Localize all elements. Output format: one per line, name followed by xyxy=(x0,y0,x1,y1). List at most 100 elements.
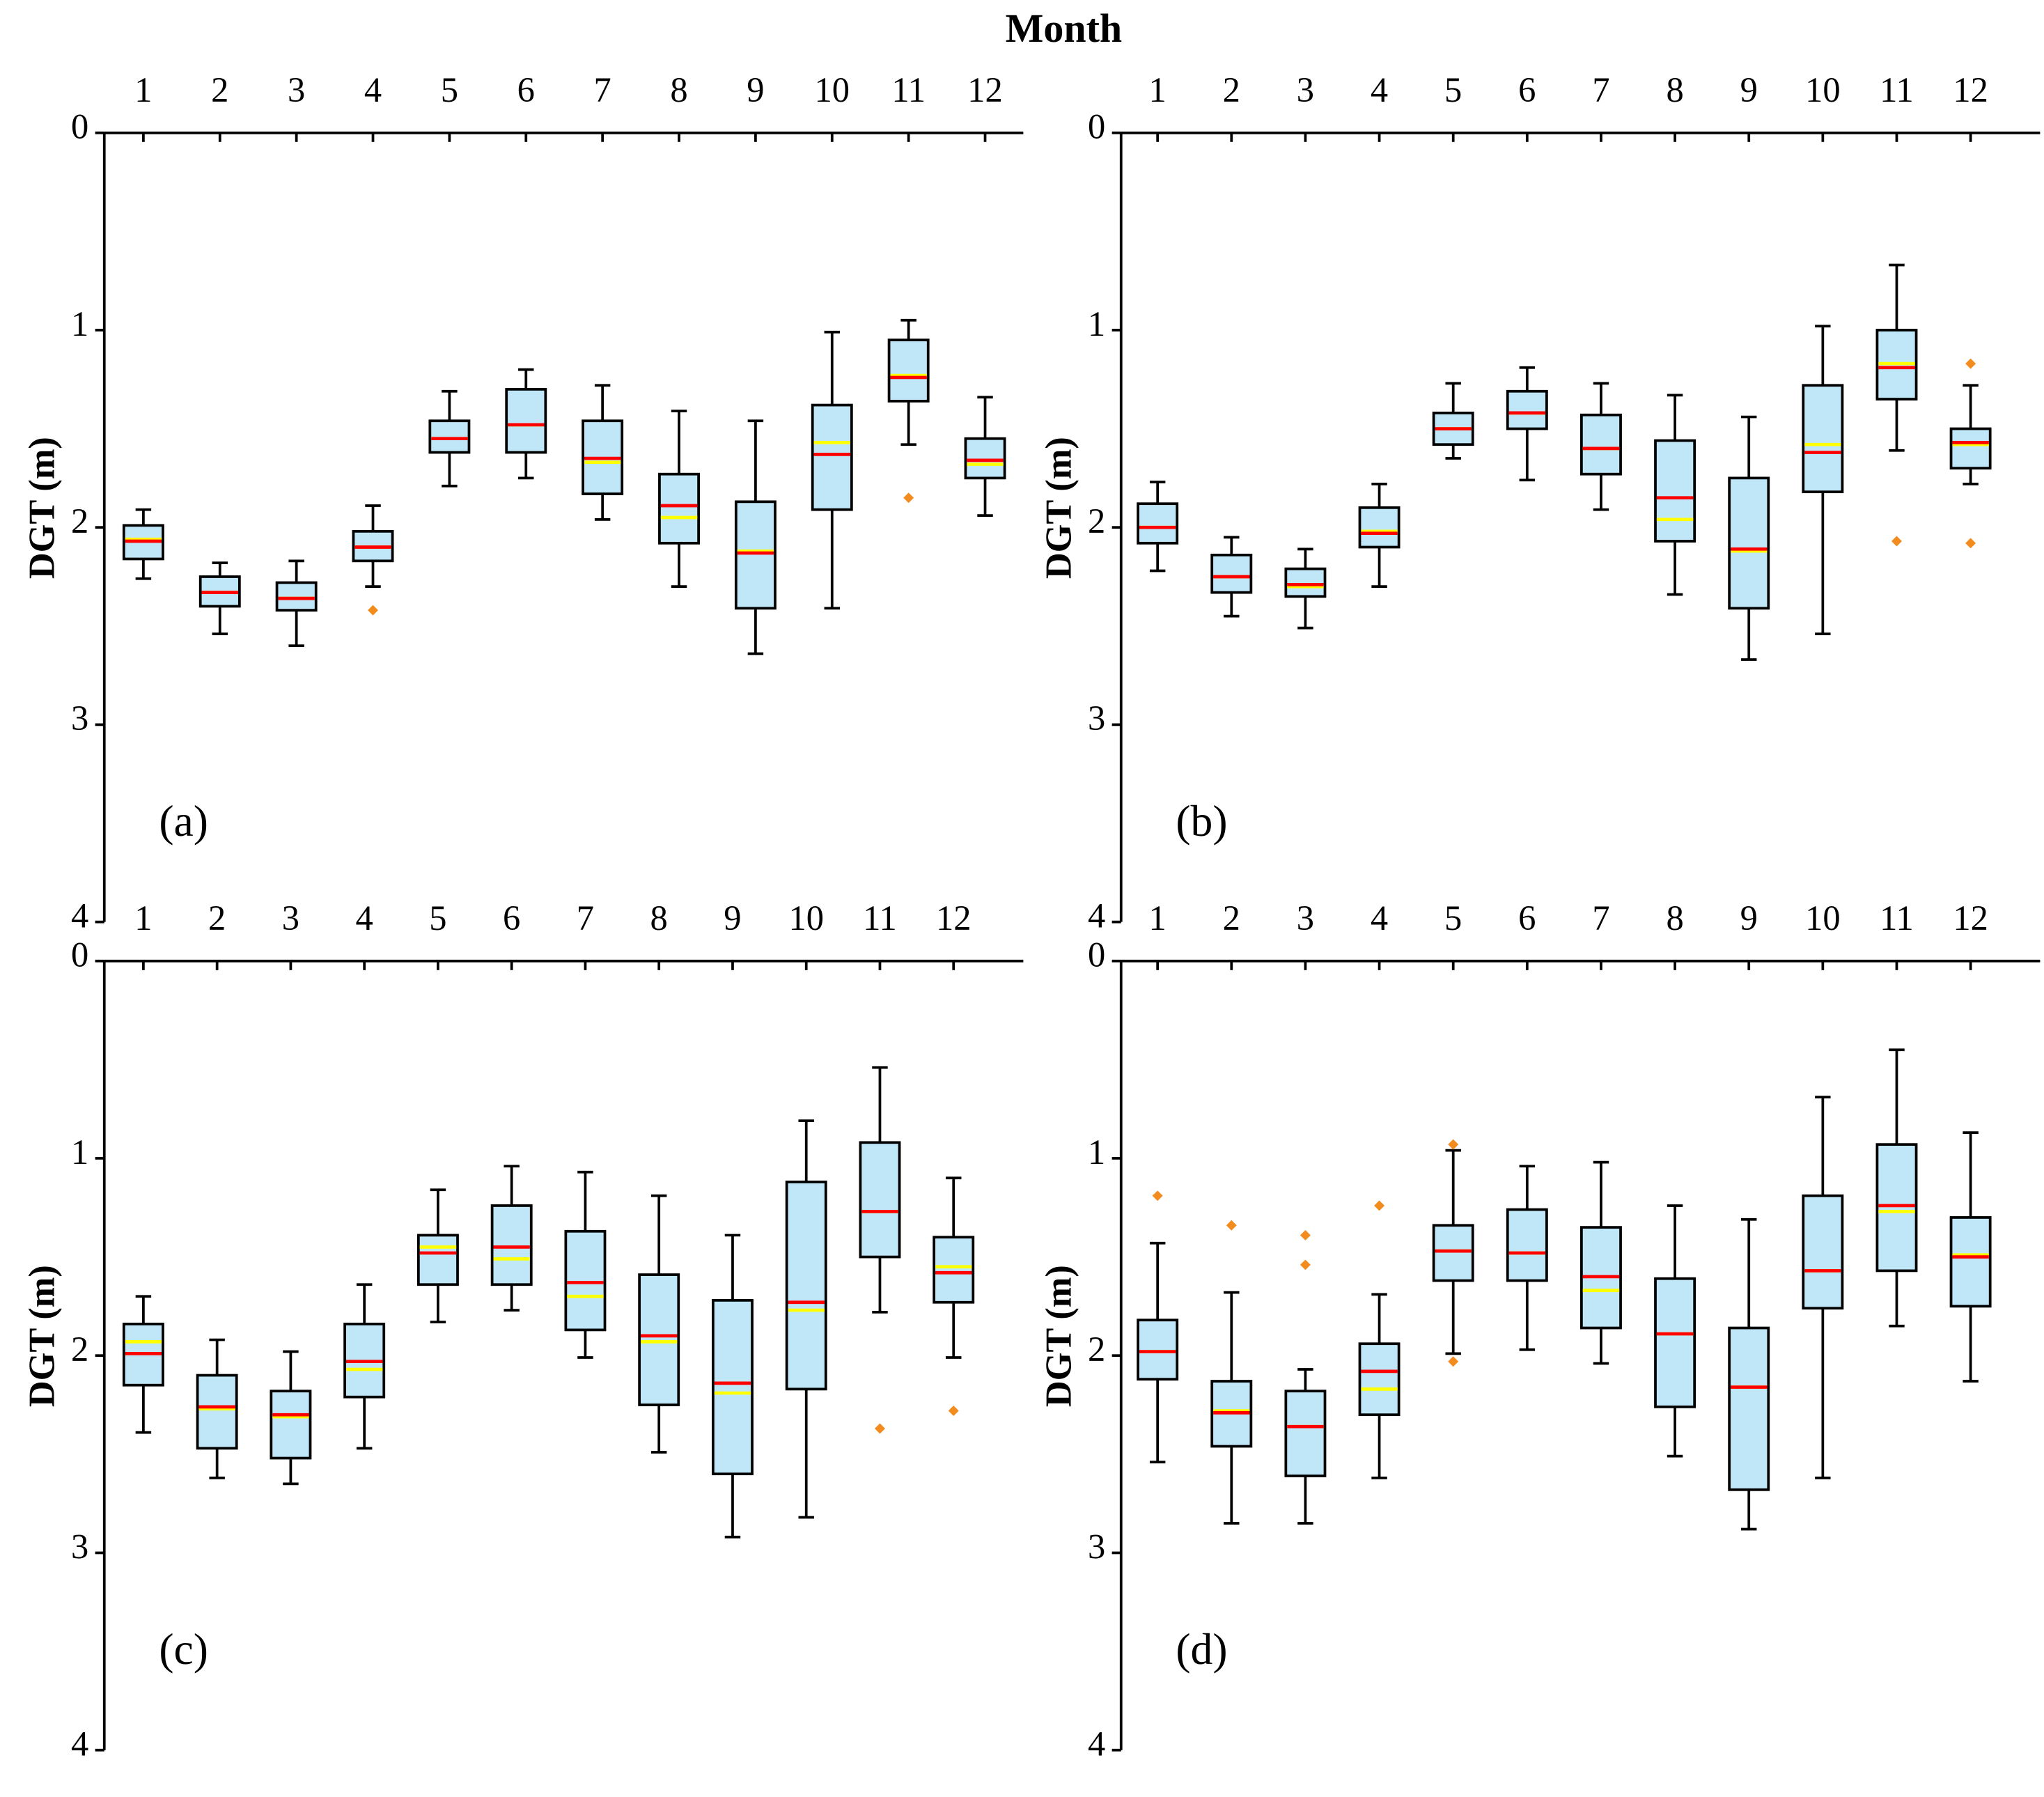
x-tick-label: 9 xyxy=(1740,70,1758,109)
x-tick-label: 2 xyxy=(208,898,226,938)
y-tick-label: 3 xyxy=(1088,1527,1105,1566)
box xyxy=(964,437,1006,480)
x-tick-label: 2 xyxy=(1223,898,1240,938)
x-tick-label: 2 xyxy=(211,70,228,109)
box xyxy=(712,1299,754,1476)
box xyxy=(1506,1208,1548,1282)
x-tick-label: 6 xyxy=(503,898,520,938)
box xyxy=(564,1229,607,1332)
box xyxy=(1284,1390,1327,1477)
x-tick-label: 3 xyxy=(1297,70,1314,109)
box xyxy=(1654,1277,1696,1408)
x-tick-label: 2 xyxy=(1223,70,1240,109)
y-tick-label: 0 xyxy=(71,935,88,974)
box xyxy=(428,419,471,454)
box xyxy=(1506,389,1548,430)
x-tick-label: 8 xyxy=(1666,898,1683,938)
x-tick-label: 12 xyxy=(967,70,1003,109)
x-tick-label: 5 xyxy=(441,70,458,109)
x-tick-label: 11 xyxy=(1880,898,1914,938)
x-tick-label: 7 xyxy=(1592,898,1609,938)
outlier xyxy=(1374,1200,1385,1211)
x-tick-label: 12 xyxy=(1953,70,1988,109)
x-tick-label: 5 xyxy=(1444,898,1462,938)
outlier xyxy=(1891,536,1902,547)
x-tick-label: 6 xyxy=(1518,70,1536,109)
box xyxy=(270,1390,312,1460)
panel-label: (b) xyxy=(1176,796,1227,846)
outlier xyxy=(1300,1259,1311,1270)
box xyxy=(1949,1216,1992,1308)
x-tick-label: 1 xyxy=(1149,898,1167,938)
outlier xyxy=(1965,538,1976,549)
x-tick-label: 12 xyxy=(1953,898,1988,938)
panel-label: (d) xyxy=(1176,1624,1227,1674)
y-tick-label: 1 xyxy=(1088,1133,1105,1172)
y-tick-label: 3 xyxy=(1088,699,1105,738)
box xyxy=(1137,1318,1179,1381)
y-tick-label: 4 xyxy=(71,1725,88,1764)
box xyxy=(505,388,547,454)
y-tick-label: 2 xyxy=(1088,501,1105,540)
x-tick-label: 1 xyxy=(134,70,152,109)
box xyxy=(490,1204,533,1286)
x-tick-label: 4 xyxy=(364,70,382,109)
y-tick-label: 1 xyxy=(71,304,88,343)
x-tick-label: 9 xyxy=(724,898,741,938)
x-tick-label: 8 xyxy=(1666,70,1683,109)
box xyxy=(811,403,853,511)
x-tick-label: 1 xyxy=(1149,70,1167,109)
chart-title: Month xyxy=(1006,6,1123,51)
box xyxy=(1654,439,1696,543)
x-tick-label: 4 xyxy=(1371,70,1388,109)
box xyxy=(734,500,777,610)
box xyxy=(887,339,930,403)
outlier xyxy=(948,1406,959,1417)
box xyxy=(933,1236,975,1304)
x-tick-label: 1 xyxy=(134,898,152,938)
x-tick-label: 10 xyxy=(815,70,850,109)
y-tick-label: 0 xyxy=(1088,935,1105,974)
x-tick-label: 4 xyxy=(356,898,373,938)
x-tick-label: 7 xyxy=(594,70,611,109)
panel-label: (a) xyxy=(159,796,208,846)
box xyxy=(1875,1143,1918,1273)
y-axis-label: DGT (m) xyxy=(22,1265,63,1407)
box xyxy=(1137,502,1179,545)
box xyxy=(1802,384,1844,494)
box xyxy=(1580,413,1622,476)
x-tick-label: 4 xyxy=(1371,898,1388,938)
box xyxy=(1358,1342,1401,1417)
box xyxy=(1949,427,1992,470)
y-tick-label: 4 xyxy=(71,896,88,935)
x-tick-label: 10 xyxy=(1805,898,1841,938)
outlier xyxy=(1448,1356,1459,1367)
x-tick-label: 6 xyxy=(1518,898,1536,938)
x-tick-label: 12 xyxy=(936,898,972,938)
y-tick-label: 2 xyxy=(71,1330,88,1369)
x-tick-label: 3 xyxy=(1297,898,1314,938)
outlier xyxy=(874,1423,885,1434)
x-tick-label: 10 xyxy=(788,898,824,938)
outlier xyxy=(1965,358,1976,369)
box xyxy=(1802,1194,1844,1310)
x-tick-label: 3 xyxy=(288,70,305,109)
y-axis-label: DGT (m) xyxy=(1039,1265,1079,1407)
y-tick-label: 1 xyxy=(71,1133,88,1172)
y-tick-label: 4 xyxy=(1088,896,1105,935)
outlier xyxy=(903,492,914,504)
box xyxy=(275,581,318,612)
x-tick-label: 11 xyxy=(1880,70,1914,109)
x-tick-label: 8 xyxy=(670,70,687,109)
x-tick-label: 11 xyxy=(891,70,926,109)
y-tick-label: 4 xyxy=(1088,1725,1105,1764)
box xyxy=(1432,1224,1474,1282)
outlier xyxy=(1226,1220,1237,1231)
outlier xyxy=(1448,1139,1459,1150)
x-tick-label: 8 xyxy=(650,898,668,938)
y-axis-label: DGT (m) xyxy=(22,437,63,579)
outlier xyxy=(368,605,379,616)
box xyxy=(785,1181,827,1391)
